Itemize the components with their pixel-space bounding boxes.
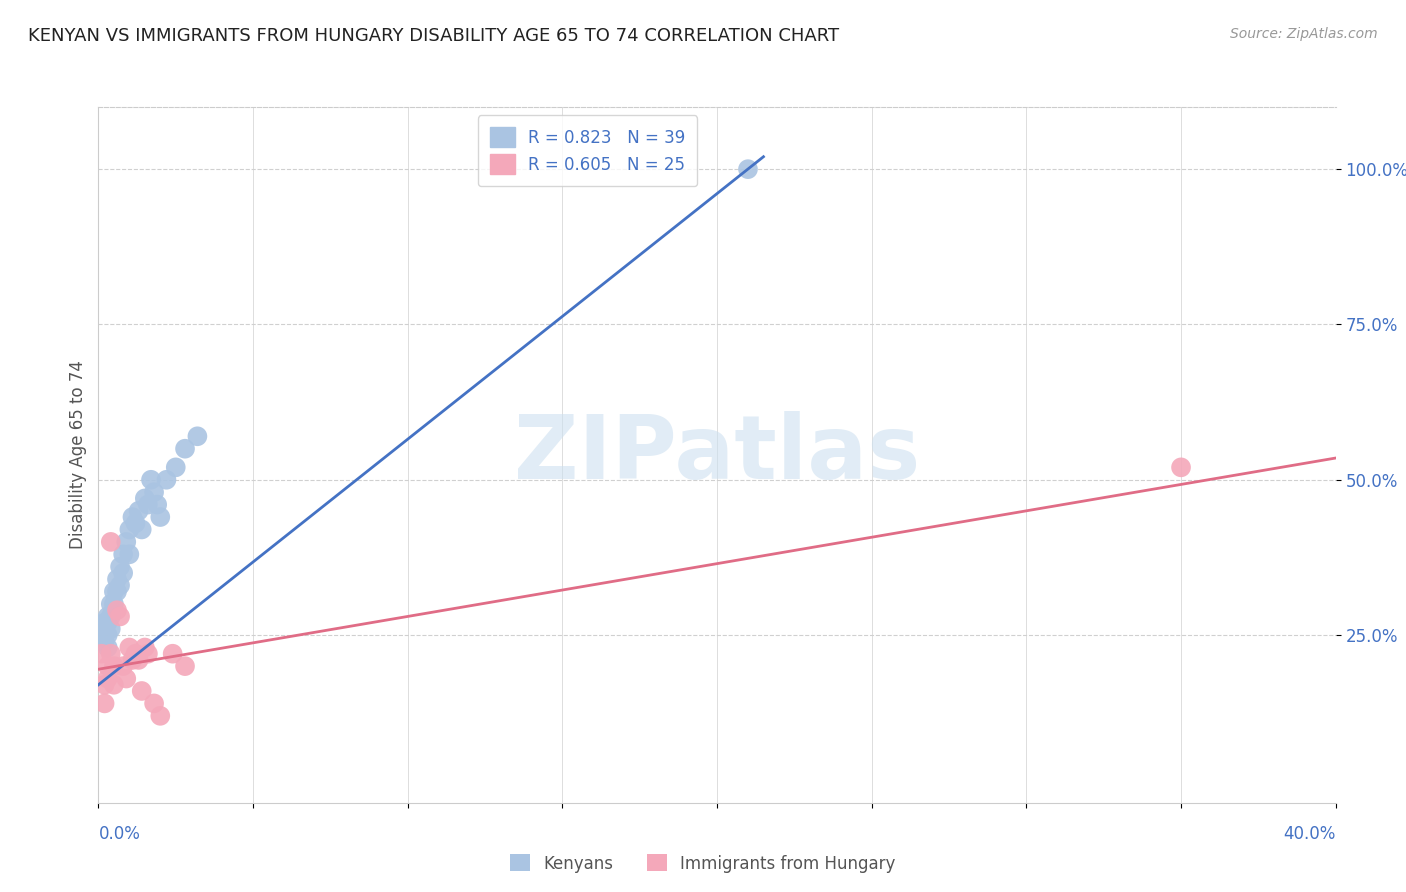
Point — [149, 510, 172, 524]
Point — [121, 510, 143, 524]
Point — [124, 647, 146, 661]
Point — [100, 622, 122, 636]
Point — [128, 653, 150, 667]
Point — [100, 597, 122, 611]
Point — [143, 485, 166, 500]
Point — [134, 640, 156, 655]
Point — [105, 584, 128, 599]
Point — [97, 615, 120, 630]
Point — [100, 609, 122, 624]
Point — [118, 640, 141, 655]
Point — [121, 653, 143, 667]
Text: KENYAN VS IMMIGRANTS FROM HUNGARY DISABILITY AGE 65 TO 74 CORRELATION CHART: KENYAN VS IMMIGRANTS FROM HUNGARY DISABI… — [28, 27, 839, 45]
Point — [131, 684, 153, 698]
Point — [112, 659, 135, 673]
Legend: Kenyans, Immigrants from Hungary: Kenyans, Immigrants from Hungary — [503, 847, 903, 880]
Point — [100, 647, 122, 661]
Point — [108, 609, 131, 624]
Point — [90, 628, 112, 642]
Point — [155, 473, 177, 487]
Point — [93, 615, 115, 630]
Point — [100, 534, 122, 549]
Point — [143, 697, 166, 711]
Point — [90, 647, 112, 661]
Point — [149, 708, 172, 723]
Point — [97, 640, 120, 655]
Point — [115, 534, 138, 549]
Point — [97, 659, 120, 673]
Point — [103, 678, 125, 692]
Point — [93, 634, 115, 648]
Point — [1170, 460, 1192, 475]
Point — [97, 628, 120, 642]
Point — [90, 634, 112, 648]
Point — [128, 504, 150, 518]
Y-axis label: Disability Age 65 to 74: Disability Age 65 to 74 — [69, 360, 87, 549]
Point — [186, 429, 208, 443]
Point — [118, 547, 141, 561]
Point — [174, 659, 197, 673]
Text: Source: ZipAtlas.com: Source: ZipAtlas.com — [1230, 27, 1378, 41]
Point — [112, 566, 135, 580]
Point — [136, 647, 159, 661]
Legend: R = 0.823   N = 39, R = 0.605   N = 25: R = 0.823 N = 39, R = 0.605 N = 25 — [478, 115, 697, 186]
Point — [134, 491, 156, 506]
Point — [93, 678, 115, 692]
Text: 0.0%: 0.0% — [98, 825, 141, 843]
Point — [93, 697, 115, 711]
Point — [103, 659, 125, 673]
Point — [115, 672, 138, 686]
Point — [90, 622, 112, 636]
Point — [97, 672, 120, 686]
Point — [103, 597, 125, 611]
Point — [146, 498, 169, 512]
Point — [97, 609, 120, 624]
Point — [105, 572, 128, 586]
Point — [112, 547, 135, 561]
Point — [93, 622, 115, 636]
Text: 40.0%: 40.0% — [1284, 825, 1336, 843]
Point — [174, 442, 197, 456]
Point — [131, 523, 153, 537]
Point — [165, 460, 187, 475]
Point — [118, 523, 141, 537]
Point — [124, 516, 146, 531]
Point — [162, 647, 184, 661]
Point — [139, 473, 162, 487]
Point — [108, 559, 131, 574]
Point — [108, 578, 131, 592]
Point — [136, 498, 159, 512]
Point — [737, 162, 759, 177]
Point — [105, 603, 128, 617]
Point — [103, 584, 125, 599]
Text: ZIPatlas: ZIPatlas — [515, 411, 920, 499]
